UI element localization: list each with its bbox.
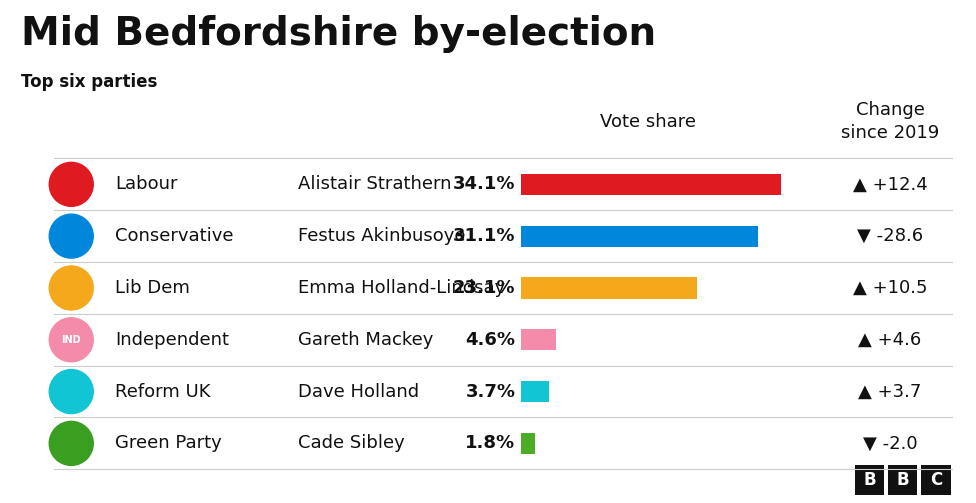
Text: 4.6%: 4.6% <box>466 331 515 349</box>
Text: 34.1%: 34.1% <box>453 176 515 193</box>
Text: Top six parties: Top six parties <box>21 73 158 91</box>
Circle shape <box>49 162 94 206</box>
Text: Vote share: Vote share <box>600 113 696 131</box>
Text: ▼ -2.0: ▼ -2.0 <box>863 435 917 452</box>
Text: ▲ +4.6: ▲ +4.6 <box>859 331 921 349</box>
Text: Festus Akinbusoye: Festus Akinbusoye <box>298 227 466 245</box>
Bar <box>888 465 917 495</box>
Text: Reform UK: Reform UK <box>115 383 211 400</box>
Circle shape <box>49 318 94 362</box>
Text: Gareth Mackey: Gareth Mackey <box>298 331 433 349</box>
Circle shape <box>49 214 94 258</box>
Bar <box>521 433 535 454</box>
Bar <box>921 465 951 495</box>
Text: Conservative: Conservative <box>115 227 233 245</box>
Text: 3.7%: 3.7% <box>466 383 515 400</box>
Text: Labour: Labour <box>115 176 178 193</box>
Text: 23.1%: 23.1% <box>453 279 515 297</box>
Text: Emma Holland-Lindsay: Emma Holland-Lindsay <box>298 279 505 297</box>
Text: Dave Holland: Dave Holland <box>298 383 419 400</box>
Text: C: C <box>930 471 942 489</box>
Circle shape <box>49 266 94 310</box>
Text: Change
since 2019: Change since 2019 <box>841 101 939 141</box>
Text: Lib Dem: Lib Dem <box>115 279 190 297</box>
Bar <box>521 381 549 402</box>
Circle shape <box>49 422 94 465</box>
Circle shape <box>49 370 94 413</box>
Text: B: B <box>864 471 875 489</box>
Bar <box>521 278 697 299</box>
Text: IND: IND <box>61 335 81 345</box>
Bar <box>855 465 884 495</box>
Text: ▲ +3.7: ▲ +3.7 <box>859 383 921 400</box>
Text: 31.1%: 31.1% <box>453 227 515 245</box>
Text: Green Party: Green Party <box>115 435 222 452</box>
Text: Alistair Strathern: Alistair Strathern <box>298 176 451 193</box>
Text: Mid Bedfordshire by-election: Mid Bedfordshire by-election <box>21 15 657 53</box>
Text: Cade Sibley: Cade Sibley <box>298 435 404 452</box>
Bar <box>521 329 556 350</box>
Text: ▼ -28.6: ▼ -28.6 <box>857 227 923 245</box>
Text: Independent: Independent <box>115 331 229 349</box>
Text: ▲ +12.4: ▲ +12.4 <box>853 176 927 193</box>
Bar <box>521 225 758 247</box>
Text: B: B <box>897 471 909 489</box>
Text: 1.8%: 1.8% <box>466 435 515 452</box>
Bar <box>521 174 781 195</box>
Text: ▲ +10.5: ▲ +10.5 <box>853 279 927 297</box>
